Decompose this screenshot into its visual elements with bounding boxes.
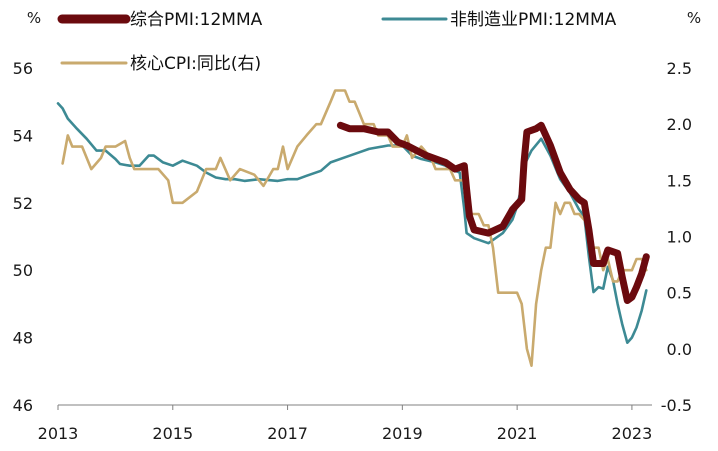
x-tick-label: 2019 [382,424,423,443]
legend-label: 非制造业PMI:12MMA [450,10,617,30]
non-manufacturing-pmi-line [56,102,648,344]
right-y-unit: % [687,9,701,27]
right-y-axis: 2.5 2.0 1.5 1.0 0.5 0.0 -0.5% [661,9,701,415]
x-tick-label: 2023 [612,424,653,443]
legend-core-cpi: 核心CPI:同比(右) [60,54,261,74]
left-y-tick-label: 56 [13,59,33,78]
x-axis: 2013 2015 2017 2019 2021 2023 [38,404,653,443]
left-y-tick-label: 46 [13,396,33,415]
legend-label: 综合PMI:12MMA [130,10,263,30]
x-tick-label: 2017 [267,424,308,443]
legend-non-manufacturing-pmi: 非制造业PMI:12MMA [381,10,617,30]
right-y-tick-label: 1.0 [667,228,692,247]
left-y-tick-label: 54 [13,126,33,145]
plot-area [56,89,650,367]
legend-label: 核心CPI:同比(右) [130,54,261,74]
left-y-tick-label: 48 [13,329,33,348]
composite-pmi-line [336,121,650,304]
right-y-tick-label: 0.0 [667,340,692,359]
left-y-tick-label: 50 [13,261,33,280]
legend: 综合PMI:12MMA 非制造业PMI:12MMA 核心CPI:同比(右) [57,10,617,74]
x-tick-label: 2015 [152,424,193,443]
right-y-tick-label: 1.5 [667,171,692,190]
legend-composite-pmi: 综合PMI:12MMA [57,10,263,30]
right-y-tick-label: 0.5 [667,284,692,303]
right-y-tick-label: 2.0 [667,115,692,134]
core-cpi-line [61,89,648,367]
x-tick-label: 2021 [497,424,538,443]
x-tick-label: 2013 [38,424,79,443]
left-y-axis: 56 54 52 50 48 46% [13,9,41,415]
left-y-unit: % [27,9,41,27]
left-y-tick-label: 52 [13,194,33,213]
right-y-tick-label: 2.5 [667,59,692,78]
right-y-tick-label: -0.5 [661,396,692,415]
